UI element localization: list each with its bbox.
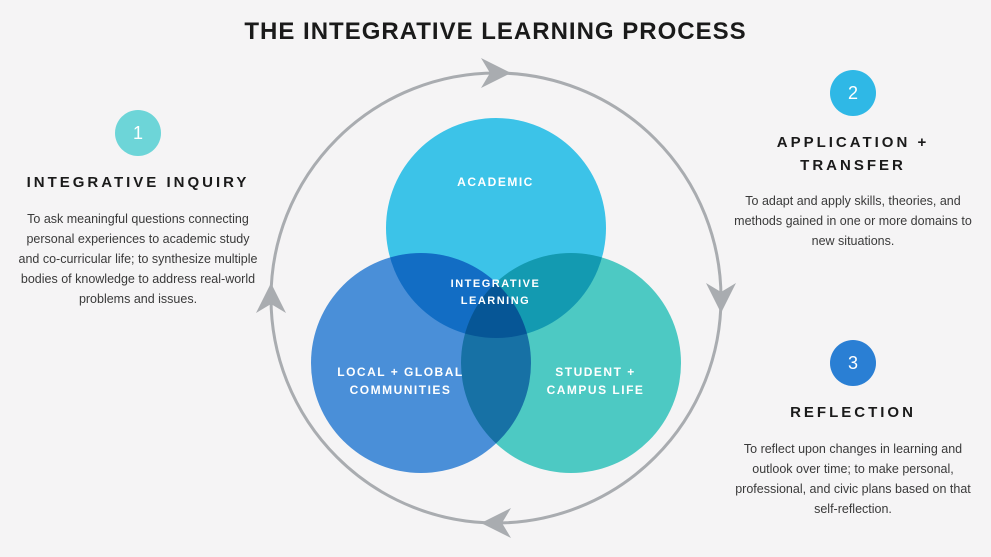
step-2-description: To adapt and apply skills, theories, and… [733,191,973,251]
step-2-badge: 2 [830,70,876,116]
step-1-badge: 1 [115,110,161,156]
venn-label-communities: LOCAL + GLOBAL COMMUNITIES [331,363,471,399]
step-3-title: REFLECTION [733,402,973,425]
step-1-description: To ask meaningful questions connecting p… [18,209,258,309]
venn-label-center: INTEGRATIVE LEARNING [426,276,566,309]
step-2: 2 APPLICATION + TRANSFER To adapt and ap… [733,70,973,251]
venn-diagram: ACADEMIC LOCAL + GLOBAL COMMUNITIES STUD… [306,108,686,488]
venn-label-academic: ACADEMIC [457,173,534,191]
page-title: THE INTEGRATIVE LEARNING PROCESS [0,0,991,46]
diagram-container: ACADEMIC LOCAL + GLOBAL COMMUNITIES STUD… [256,58,736,538]
step-3-description: To reflect upon changes in learning and … [733,439,973,519]
step-3: 3 REFLECTION To reflect upon changes in … [733,340,973,519]
step-2-title: APPLICATION + TRANSFER [733,132,973,177]
step-1-title: INTEGRATIVE INQUIRY [18,172,258,195]
venn-label-student-life: STUDENT + CAMPUS LIFE [531,363,661,399]
step-3-badge: 3 [830,340,876,386]
step-1: 1 INTEGRATIVE INQUIRY To ask meaningful … [18,110,258,309]
